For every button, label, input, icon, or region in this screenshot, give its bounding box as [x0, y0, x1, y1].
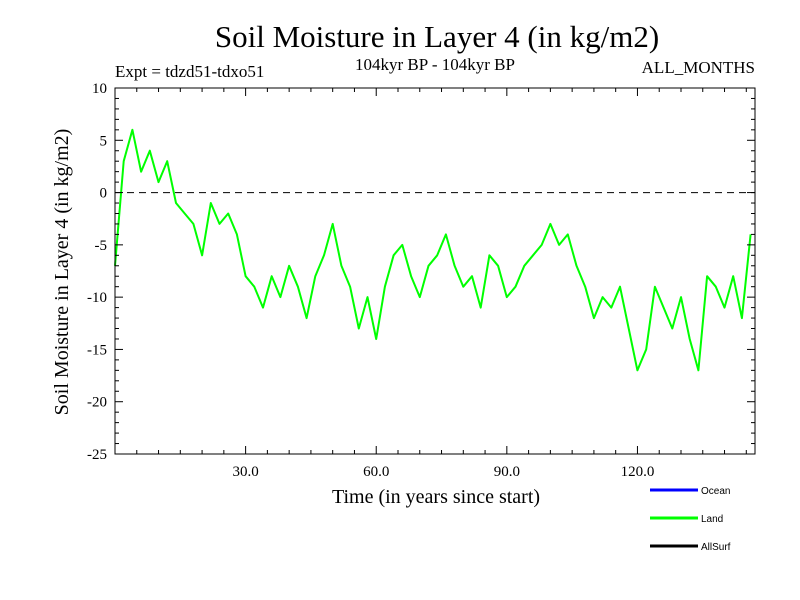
y-tick-label: -15	[87, 342, 107, 358]
x-tick-label: 30.0	[232, 464, 258, 480]
plot-area	[114, 128, 755, 372]
y-tick-label: 10	[92, 81, 107, 97]
y-tick-label: 0	[100, 186, 108, 202]
y-tick-label: 5	[100, 133, 108, 149]
y-tick-label: -10	[87, 290, 107, 306]
period-label: 104kyr BP - 104kyr BP	[355, 55, 515, 74]
y-axis-label: Soil Moisture in Layer 4 (in kg/m2)	[51, 129, 73, 416]
months-label: ALL_MONTHS	[642, 58, 755, 77]
legend-label-ocean: Ocean	[701, 486, 730, 497]
y-tick-label: -25	[87, 447, 107, 463]
legend-label-land: Land	[701, 514, 723, 525]
x-axis-label: Time (in years since start)	[332, 486, 540, 508]
x-tick-label: 120.0	[621, 464, 655, 480]
plot-frame	[114, 87, 756, 455]
x-tick-label: 60.0	[363, 464, 389, 480]
legend: Ocean Land AllSurf	[650, 486, 731, 553]
axis-ticks: 30.0 60.0 90.0 120.0 10 5 0 -5 -10 -15 -20 -25	[87, 81, 755, 480]
series-line-land	[114, 128, 752, 372]
legend-label-allsurf: AllSurf	[701, 542, 731, 553]
y-tick-label: -5	[95, 238, 108, 254]
x-tick-label: 90.0	[494, 464, 520, 480]
chart-title: Soil Moisture in Layer 4 (in kg/m2)	[215, 19, 659, 54]
experiment-label: Expt = tdzd51-tdxo51	[115, 62, 264, 81]
y-tick-label: -20	[87, 395, 107, 411]
